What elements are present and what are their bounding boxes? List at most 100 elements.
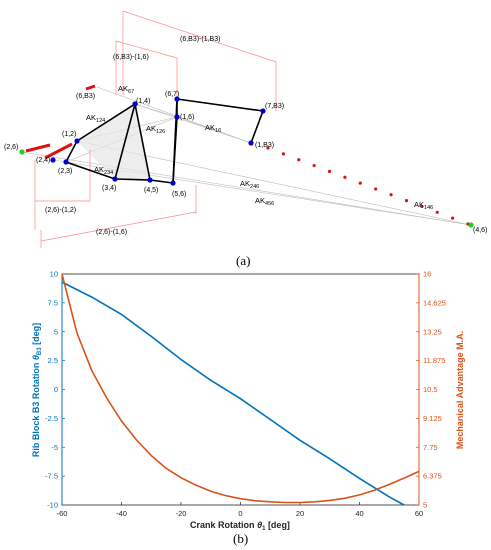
ak-label-ak456: AK456 [255,196,274,207]
dim-label-dim2: (6,B3)-(1,6) [113,54,149,61]
rib-block-rotation-line [61,281,405,506]
path-dot-3 [312,163,316,168]
y-left-tick-label-1: 7.5 [48,298,58,307]
y-right-tick-label-6: 7.75 [423,443,438,452]
joint-nodes [19,96,474,228]
ak-label-ak16: AK16 [205,123,221,134]
node-label-n6B3: (6,B3) [76,93,95,100]
node-label-n34: (3,4) [102,185,116,192]
path-dot-6 [358,181,362,185]
ak-label-ak67: AK67 [118,84,134,95]
ak-label-base: AK [118,84,128,93]
plot-area [61,273,420,506]
dim1-line [122,10,277,63]
y-left-tick-label-6: -5 [51,443,58,452]
link-67 [172,98,178,184]
ak-label-ak124: AK124 [86,113,105,124]
path-dot-2 [297,158,301,162]
panel-b-label: (b) [233,531,249,546]
node-n56 [170,180,176,186]
ak-label-sub: 146 [424,205,433,211]
mechanism-diagram: (2,6) (2,4) (1,2) (2,3) (3,4) (4,5) (5,6) (1,4)… [4,10,487,248]
node-n46 [468,222,474,228]
y-left-tick-label-3: 2.5 [48,356,58,365]
aux-line-6 [96,86,252,144]
instant-center-lines [21,86,472,226]
path-dot-4 [327,169,332,173]
x-tick-label-4: 20 [296,509,304,518]
path-dot-10 [420,204,424,209]
path-dot-11 [435,210,439,214]
x-tick-label-1: -40 [116,509,127,518]
node-n12 [74,138,80,144]
node-label-n26: (2,6) [4,144,18,151]
node-n1B3 [248,140,254,146]
dim-label-dim4: (2,6)-(1,6) [96,229,127,236]
node-n23 [63,159,69,165]
y-right-tick-label-8: 5 [423,501,427,510]
x-tick-label-2: -20 [176,509,187,518]
node-n34 [112,176,118,182]
ak-label-sub: 234 [104,170,113,176]
node-label-n45: (4,5) [144,187,158,194]
node-label-n7B3: (7,B3) [265,103,284,110]
y-right-tick-label-2: 13.25 [423,327,442,336]
node-label-n24: (2,4) [36,157,50,164]
node-n16 [174,114,180,120]
ak-label-base: AK [414,200,424,209]
ak-label-base: AK [205,123,215,132]
y-right-tick-label-7: 6.375 [423,472,442,481]
x-tick-label-3: 0 [238,509,242,518]
ak-label-sub: 67 [128,89,134,95]
coupler-path-trace [25,84,470,226]
node-label-n12: (1,2) [62,131,76,138]
y-left-tick-label-8: -10 [47,501,58,510]
aux-line-0 [21,151,472,226]
y-right-tick-label-4: 10.5 [423,385,438,394]
dim2-line [115,40,178,59]
mechanical-advantage-line [61,273,420,504]
node-label-n23: (2,3) [58,168,72,175]
y-left-tick-label-4: 0 [54,385,58,394]
path-dot-8 [389,193,393,197]
node-n14 [132,101,138,107]
ak-label-sub: 456 [265,201,274,207]
path-dot-5 [343,175,347,179]
node-n67 [174,96,180,102]
ak-label-ak126: AK126 [146,124,165,135]
y-axis-right-label: Mechanical Advantage M.A. [455,331,465,449]
panel-a-label: (a) [236,253,251,268]
ak-label-base: AK [255,196,265,205]
path-stroke-1 [85,84,96,91]
x-axis-label: Crank Rotation θ1 [deg] [190,520,290,532]
node-label-n46: (4,6) [473,227,487,234]
ak-label-sub: 246 [250,184,259,190]
y-left-tick-label-5: -2.5 [45,414,58,423]
dimension-labels: (6,B3)-(1,B3) (6,B3)-(1,6) (2,6)-(1,2) (2,6… [45,36,220,236]
joint-labels: (2,6) (2,4) (1,2) (2,3) (3,4) (4,5) (5,6) (1,4)… [4,91,487,234]
y-left-tick-label-0: 10 [50,270,58,279]
ak-label-sub: 124 [96,118,105,124]
chart-series [61,273,420,506]
ak-label-sub: 16 [215,128,221,134]
axis-ticks [61,273,420,506]
y-right-tick-label-3: 11.875 [423,356,445,365]
aux-line-9 [134,103,252,144]
dim-label-dim3: (2,6)-(1,2) [45,207,76,214]
node-label-n67: (6,7) [165,91,179,98]
node-label-n14: (1,4) [136,98,150,105]
node-label-n16: (1,6) [180,114,194,121]
y-right-tick-label-1: 14.625 [423,298,446,307]
y-left-tick-label-7: -7.5 [45,472,58,481]
x-tick-label-6: 60 [415,509,423,518]
ak-label-base: AK [94,165,104,174]
ak-label-ak146: AK146 [414,200,433,211]
y-left-tick-label-2: 5 [54,327,58,336]
shaded-region [77,104,150,180]
x-tick-label-5: 40 [355,509,363,518]
ak-label-ak246: AK246 [240,179,259,190]
tick-labels: -60 -40 -20 0 20 40 60 10 7.5 5 2.5 0 -2.5 -5 -7.5 -10 1… [45,270,446,519]
path-dot-12 [451,216,455,220]
ak-label-ak234: AK234 [94,165,113,176]
